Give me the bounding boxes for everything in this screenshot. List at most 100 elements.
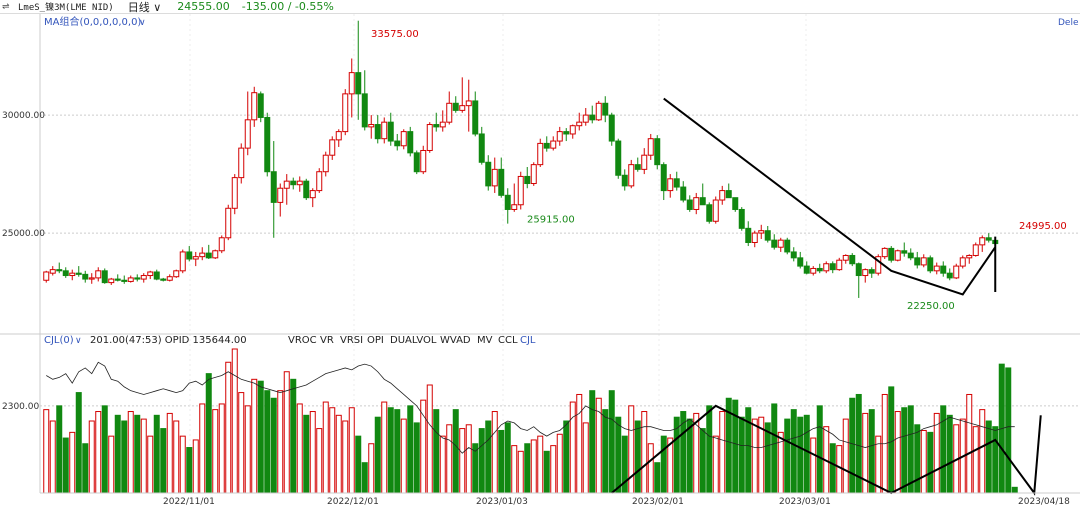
candle [231, 174, 238, 215]
candle-body [693, 197, 700, 210]
candle-body [231, 177, 238, 209]
volume-bar [238, 392, 245, 494]
volume-bar [478, 428, 485, 494]
volume-bar [420, 399, 427, 494]
candle [615, 138, 622, 179]
candle-body [784, 239, 791, 253]
volume-bar [212, 409, 219, 494]
candle-body [452, 102, 459, 111]
candle [894, 249, 901, 262]
candle-body [420, 149, 427, 173]
candle [803, 261, 810, 275]
volume-bar [894, 411, 901, 494]
indicator-tab[interactable]: CCL [498, 335, 518, 346]
candle [537, 138, 544, 167]
candle [927, 255, 934, 274]
candle [966, 254, 973, 264]
indicator-tab[interactable]: MV [477, 335, 493, 346]
y-tick-label: 25000.00 [2, 229, 45, 239]
volume-bar [940, 405, 947, 494]
candle [875, 254, 882, 276]
volume-bar [134, 414, 141, 494]
volume-bar [712, 435, 719, 494]
volume-bar [719, 411, 726, 494]
volume-bar [439, 435, 446, 494]
link-icon[interactable]: ⇌ [2, 1, 10, 12]
volume-bar [751, 418, 758, 494]
ma-legend[interactable]: MA组合(0,0,0,0,0,0) ∨ [44, 15, 146, 28]
volume-bar [816, 405, 823, 494]
volume-bar [270, 397, 277, 494]
chevron-down-icon: ∨ [75, 336, 82, 346]
volume-bar [413, 422, 420, 494]
volume-bar [56, 405, 63, 494]
candle-body [862, 269, 869, 277]
candle [192, 251, 199, 267]
volume-bar [738, 416, 745, 494]
candle [673, 171, 680, 191]
volume-trendline [611, 404, 1042, 496]
indicator-tab[interactable]: DUALVOL [390, 335, 437, 346]
candle-body [491, 168, 498, 187]
volume-bar [192, 439, 199, 494]
volume-bar [920, 429, 927, 494]
price-chart[interactable]: MA组合(0,0,0,0,0,0) ∨ Dele 30000.00 25000.… [0, 14, 1080, 507]
candle-body [680, 186, 687, 201]
volume-bar [244, 405, 251, 494]
candle [179, 249, 186, 274]
volume-bar [381, 401, 388, 494]
volume-bar [153, 414, 160, 494]
indicator-tab[interactable]: VRSI [340, 335, 363, 346]
candle [407, 126, 414, 157]
volume-bar [186, 447, 193, 494]
candle [472, 91, 479, 137]
indicator-tab[interactable]: CJL [520, 335, 536, 346]
candle [368, 115, 375, 139]
candle-body [849, 254, 856, 265]
x-date-label: 2022/11/01 [163, 497, 215, 507]
candle-body [186, 251, 193, 260]
indicator-tab[interactable]: VROC [288, 335, 317, 346]
candle [576, 112, 583, 131]
candle-body [472, 100, 479, 135]
candle-body [810, 267, 817, 274]
candle-body [413, 152, 420, 173]
symbol-label[interactable]: LmeS_镍3M(LME NID) [18, 3, 114, 13]
candle [270, 141, 277, 238]
candle [478, 126, 485, 165]
candle [972, 242, 979, 257]
candle [836, 257, 843, 271]
indicator-tab[interactable]: VR [320, 335, 334, 346]
candle-body [745, 227, 752, 243]
candle [160, 277, 167, 282]
period-selector[interactable]: 日线 ∨ [128, 0, 162, 15]
volume-bar [69, 431, 76, 494]
volume-bar [199, 403, 206, 494]
indicator-tab[interactable]: WVAD [440, 335, 471, 346]
candle-body [225, 207, 232, 239]
volume-bars [43, 348, 1018, 494]
volume-bar [446, 424, 453, 494]
candle [602, 96, 609, 123]
volume-bar [108, 435, 115, 494]
delete-button[interactable]: Dele [1058, 18, 1079, 28]
candle-body [387, 121, 394, 142]
candle-body [251, 92, 258, 121]
volume-bar [1005, 367, 1012, 494]
indicator-tab[interactable]: OPI [367, 335, 384, 346]
candle-body [485, 161, 492, 187]
candle [121, 275, 128, 284]
volume-bar [426, 384, 433, 494]
volume-bar [699, 428, 706, 494]
volume-bar [511, 445, 518, 494]
volume-bar [868, 409, 875, 494]
volume-bar [498, 429, 505, 494]
candle-body [946, 272, 953, 279]
chart-toolbar: ⇌ LmeS_镍3M(LME NID) 日线 ∨ 24555.00 -135.0… [0, 0, 1080, 14]
candle-body [400, 131, 407, 147]
max-price-annotation: 33575.00 [371, 29, 419, 40]
candle [277, 183, 284, 217]
candle-body [147, 271, 154, 277]
candle [238, 143, 245, 184]
candle [517, 171, 524, 210]
